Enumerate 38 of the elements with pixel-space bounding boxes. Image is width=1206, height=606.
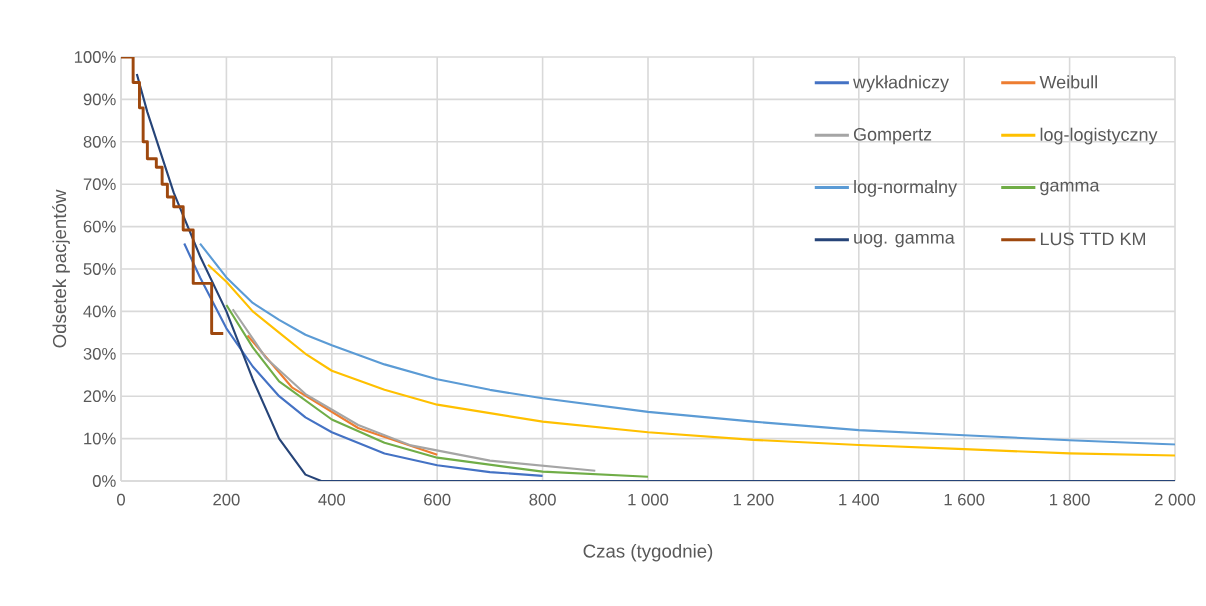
line-series: [135, 72, 1175, 481]
x-tick-label: 600: [424, 493, 451, 506]
x-tick-label: 1 400: [839, 493, 879, 506]
x-axis-title: Czas (tygodnie): [583, 543, 713, 562]
y-tick-label: 80%: [83, 135, 116, 148]
y-tick-label: 40%: [83, 305, 116, 318]
y-axis-title: Odsetek pacjentów: [52, 189, 70, 348]
y-tick-label: 100%: [74, 51, 116, 63]
legend-label: log-normalny: [854, 180, 958, 197]
legend-label: Weibull: [1039, 75, 1097, 89]
legend-label: Gompertz: [853, 127, 932, 145]
legend-label: LUS TTD KM: [1040, 232, 1146, 246]
x-tick-label: 200: [213, 493, 240, 506]
x-tick-label: 400: [318, 493, 346, 506]
y-tick-label: 10%: [84, 432, 116, 445]
y-tick-label: 50%: [83, 263, 116, 275]
legend-label: log-logistyczny: [1040, 127, 1158, 145]
line-series: [246, 334, 439, 456]
legend-label: wykładniczy: [853, 75, 950, 93]
x-tick-label: 1 600: [944, 493, 985, 506]
line-series: [183, 242, 544, 477]
y-tick-label: 60%: [83, 220, 116, 233]
y-tick-label: 0%: [92, 475, 116, 487]
x-tick-label: 2 000: [1154, 493, 1196, 506]
x-tick-label: 800: [529, 493, 556, 506]
x-tick-label: 1 000: [628, 493, 669, 506]
legend-label: gamma: [1040, 181, 1100, 196]
x-tick-label: 1 200: [733, 493, 774, 506]
legend-label: uog. gamma: [854, 233, 955, 248]
x-tick-label: 1 800: [1050, 493, 1090, 506]
line-series: [225, 303, 650, 478]
line-series: [206, 263, 1175, 457]
x-tick-label: 0: [117, 493, 125, 506]
y-tick-label: 70%: [83, 178, 116, 191]
y-tick-label: 30%: [83, 347, 116, 360]
y-tick-label: 20%: [83, 390, 116, 403]
y-tick-label: 90%: [83, 93, 116, 106]
line-series: [231, 308, 597, 472]
